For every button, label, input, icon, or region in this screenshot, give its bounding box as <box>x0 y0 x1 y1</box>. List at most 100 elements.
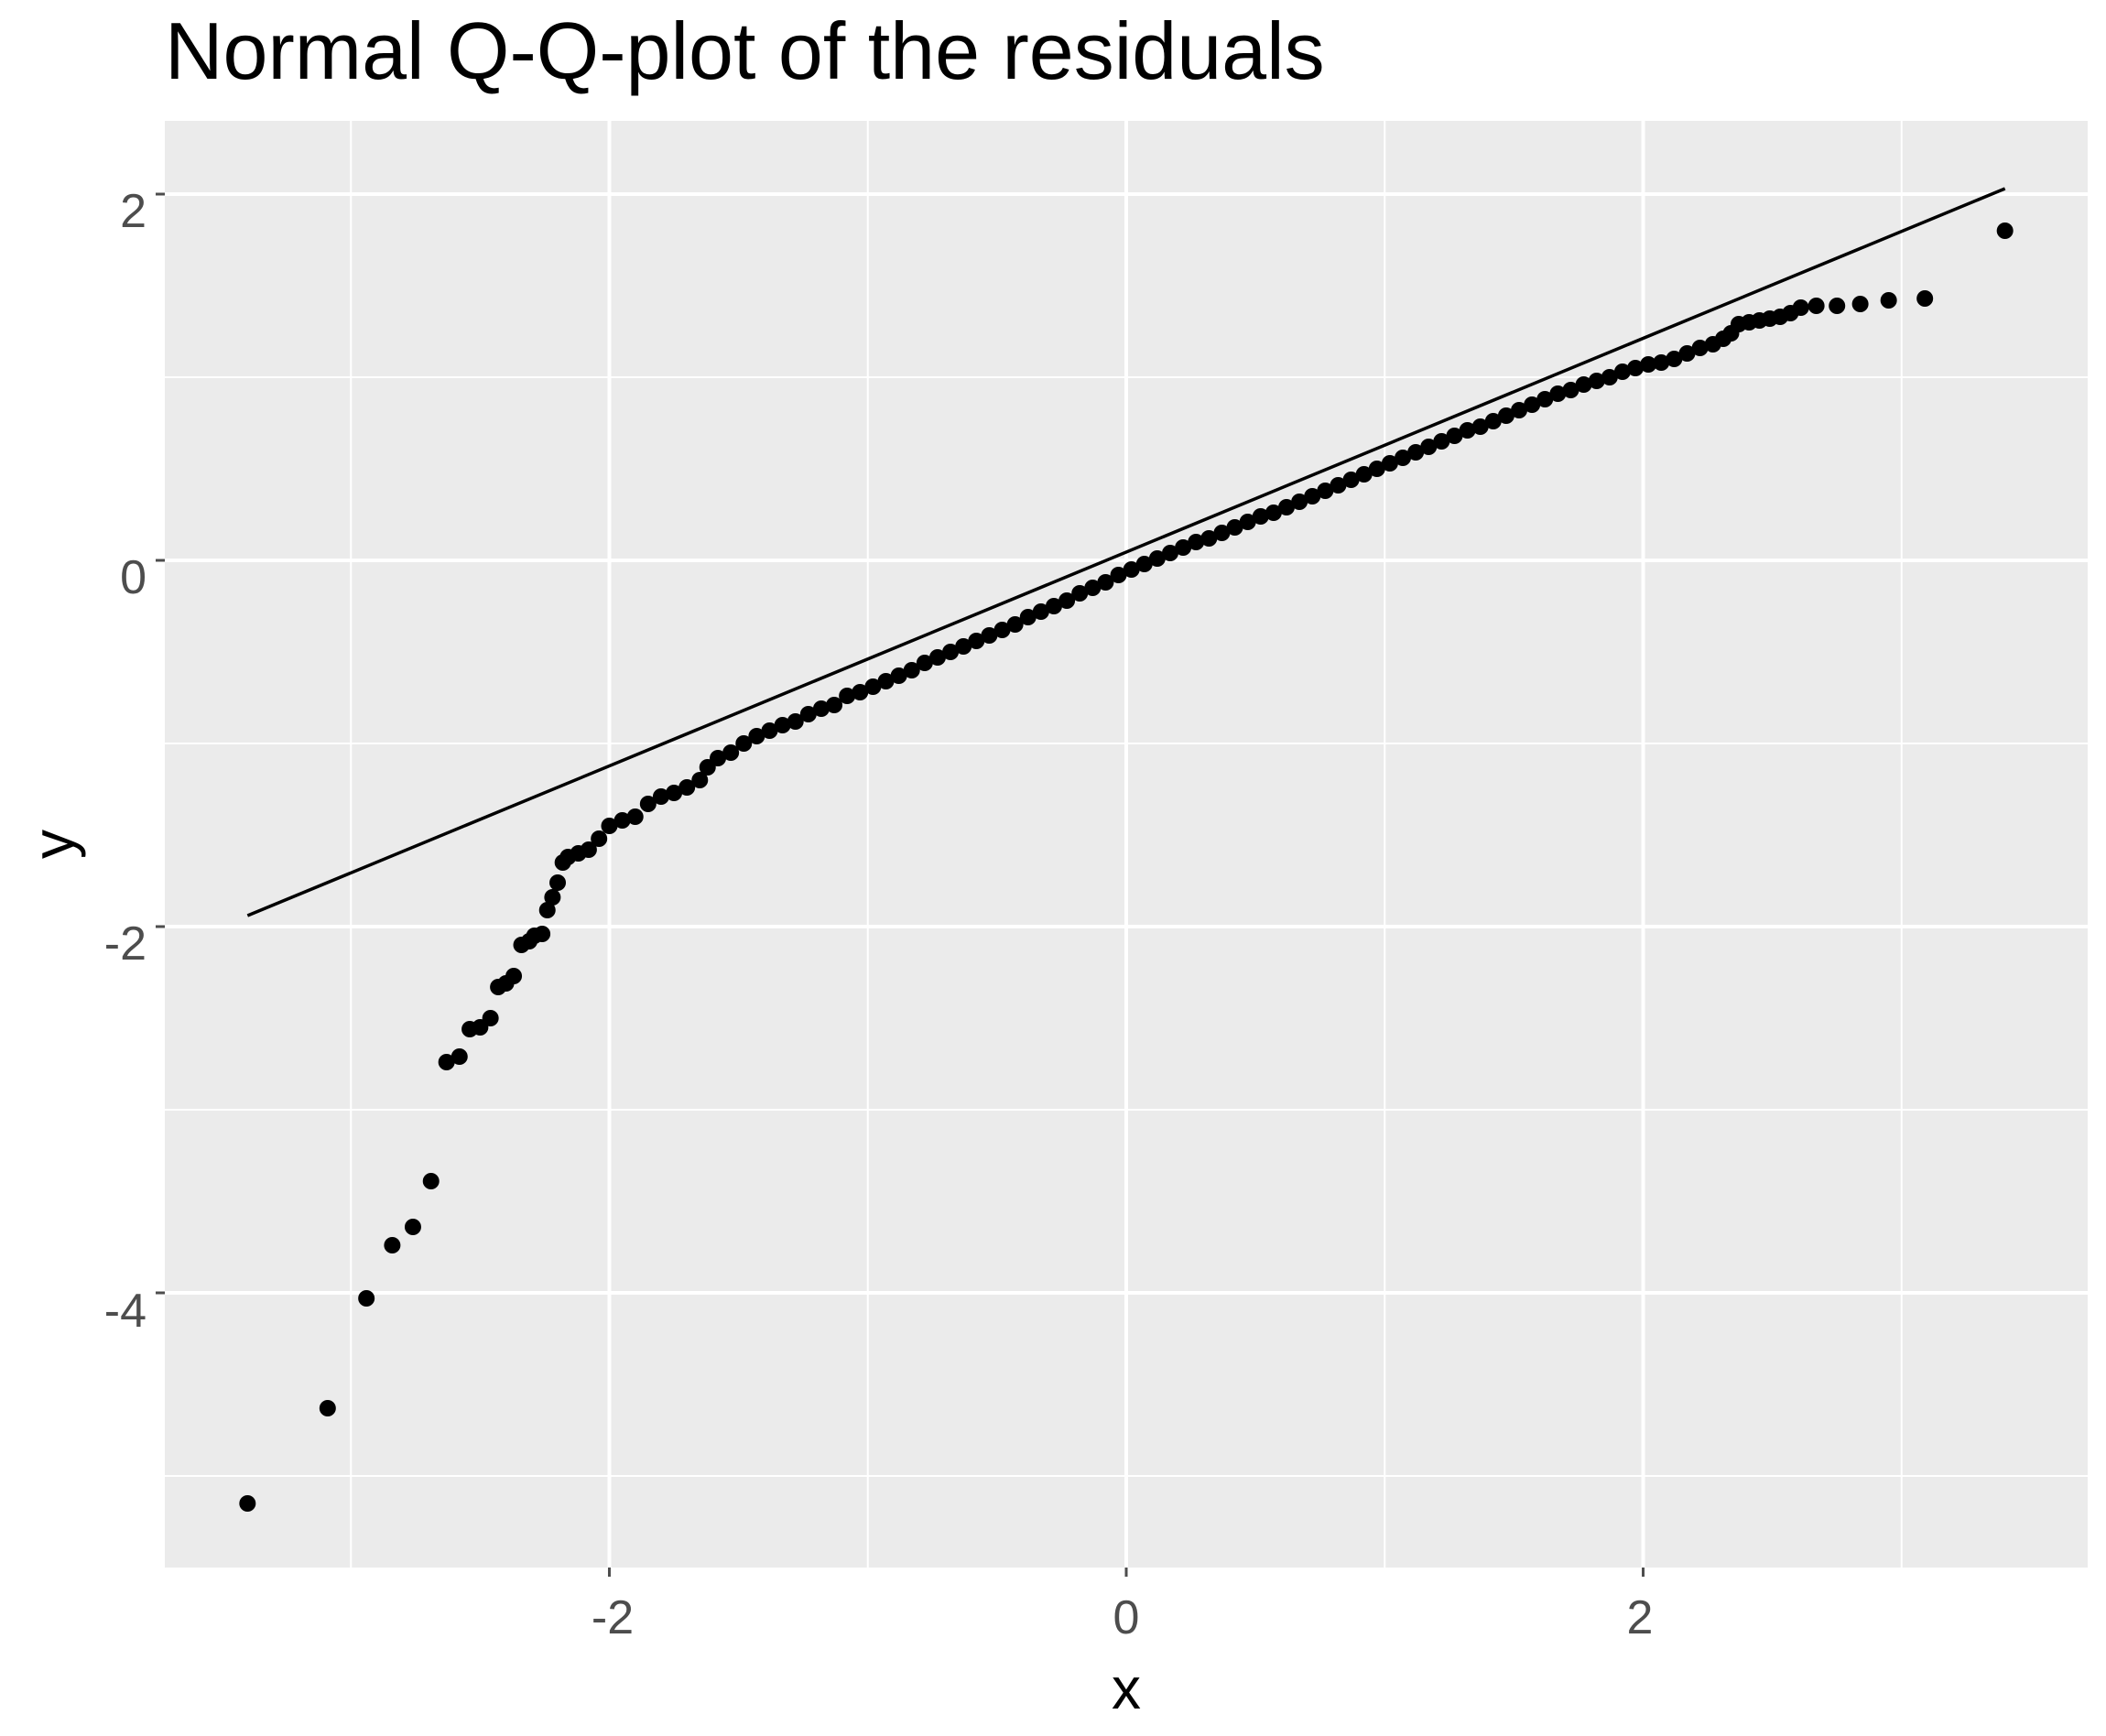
data-point <box>955 638 972 655</box>
data-point <box>1006 616 1024 633</box>
data-point <box>993 622 1011 638</box>
data-point <box>1368 461 1385 477</box>
data-point <box>626 808 644 825</box>
data-point <box>1161 545 1178 561</box>
data-point <box>799 706 817 722</box>
data-point <box>1135 556 1153 572</box>
data-point <box>1459 422 1476 439</box>
data-point <box>1330 477 1347 494</box>
y-tick-label: -2 <box>104 917 147 971</box>
x-axis-label: x <box>1112 1655 1141 1721</box>
data-point <box>787 713 804 730</box>
data-point <box>1239 514 1256 530</box>
data-point <box>1880 292 1897 309</box>
data-point <box>601 818 618 834</box>
data-point <box>1916 290 1934 307</box>
data-point <box>1058 592 1076 609</box>
data-point <box>774 717 791 733</box>
data-point <box>1110 567 1127 583</box>
data-point <box>652 788 669 805</box>
data-point <box>839 688 856 704</box>
data-point <box>404 1219 421 1235</box>
data-point <box>1045 598 1062 614</box>
y-tick-label: 0 <box>120 551 147 604</box>
data-point <box>1342 472 1360 488</box>
data-point <box>1019 609 1037 625</box>
data-point <box>864 678 882 695</box>
data-point <box>1678 345 1696 362</box>
data-point <box>942 644 960 660</box>
data-point <box>1213 525 1231 541</box>
y-tick-label: -4 <box>104 1285 147 1338</box>
data-point <box>1640 356 1657 373</box>
data-point <box>1562 382 1580 398</box>
data-point <box>1588 373 1605 389</box>
data-point <box>1278 499 1295 515</box>
data-point <box>505 968 523 984</box>
data-point <box>1792 299 1809 316</box>
data-point <box>1613 363 1631 380</box>
data-point <box>748 728 765 744</box>
data-point <box>549 874 567 891</box>
data-point <box>710 750 727 766</box>
y-tick-label: 2 <box>120 185 147 238</box>
data-point <box>981 627 998 644</box>
x-tick-label: 0 <box>1113 1591 1140 1644</box>
data-point <box>1252 508 1269 525</box>
data-point <box>852 684 869 700</box>
data-point <box>1200 530 1218 547</box>
data-point <box>1627 360 1645 376</box>
data-point <box>358 1290 375 1307</box>
data-point <box>1188 534 1205 550</box>
data-point <box>1484 413 1502 429</box>
x-tick-label: 2 <box>1627 1591 1654 1644</box>
data-point <box>812 700 830 717</box>
data-point <box>451 1048 468 1065</box>
data-point <box>722 744 740 761</box>
reference-line-group <box>246 187 2006 917</box>
data-point <box>1497 407 1514 424</box>
axis-ticks <box>156 192 1645 1577</box>
data-point <box>1471 418 1489 435</box>
data-point <box>384 1237 401 1253</box>
data-point <box>1653 354 1670 371</box>
data-point <box>916 655 933 671</box>
data-point <box>1549 385 1567 402</box>
data-point <box>826 697 843 713</box>
data-point <box>319 1400 336 1416</box>
data-point <box>1097 574 1114 591</box>
data-point <box>1666 351 1683 367</box>
data-point <box>678 779 696 796</box>
data-point <box>482 1010 499 1026</box>
x-tick-label: -2 <box>592 1591 634 1644</box>
data-point <box>968 633 985 649</box>
data-point <box>1807 298 1825 314</box>
data-point <box>1420 439 1438 455</box>
data-point <box>1407 444 1425 461</box>
data-point <box>1433 433 1450 450</box>
data-point <box>544 889 561 906</box>
data-point <box>691 772 709 788</box>
data-point <box>1511 402 1528 418</box>
data-point <box>1575 376 1592 393</box>
data-point <box>877 673 895 689</box>
y-axis-label: y <box>20 830 86 859</box>
data-points <box>239 222 2014 1512</box>
data-point <box>1829 298 1846 314</box>
data-point <box>639 796 657 812</box>
data-point <box>591 830 608 847</box>
data-point <box>1226 519 1243 536</box>
data-point <box>1265 505 1282 521</box>
data-point <box>438 1054 455 1070</box>
data-point <box>1175 539 1192 556</box>
data-point <box>1071 585 1089 602</box>
data-point <box>928 649 946 666</box>
reference-line <box>246 187 2006 917</box>
data-point <box>1691 340 1709 356</box>
data-point <box>239 1495 256 1512</box>
data-point <box>666 785 683 801</box>
data-point <box>1304 488 1321 505</box>
data-point <box>1851 296 1869 312</box>
data-point <box>1355 466 1373 483</box>
